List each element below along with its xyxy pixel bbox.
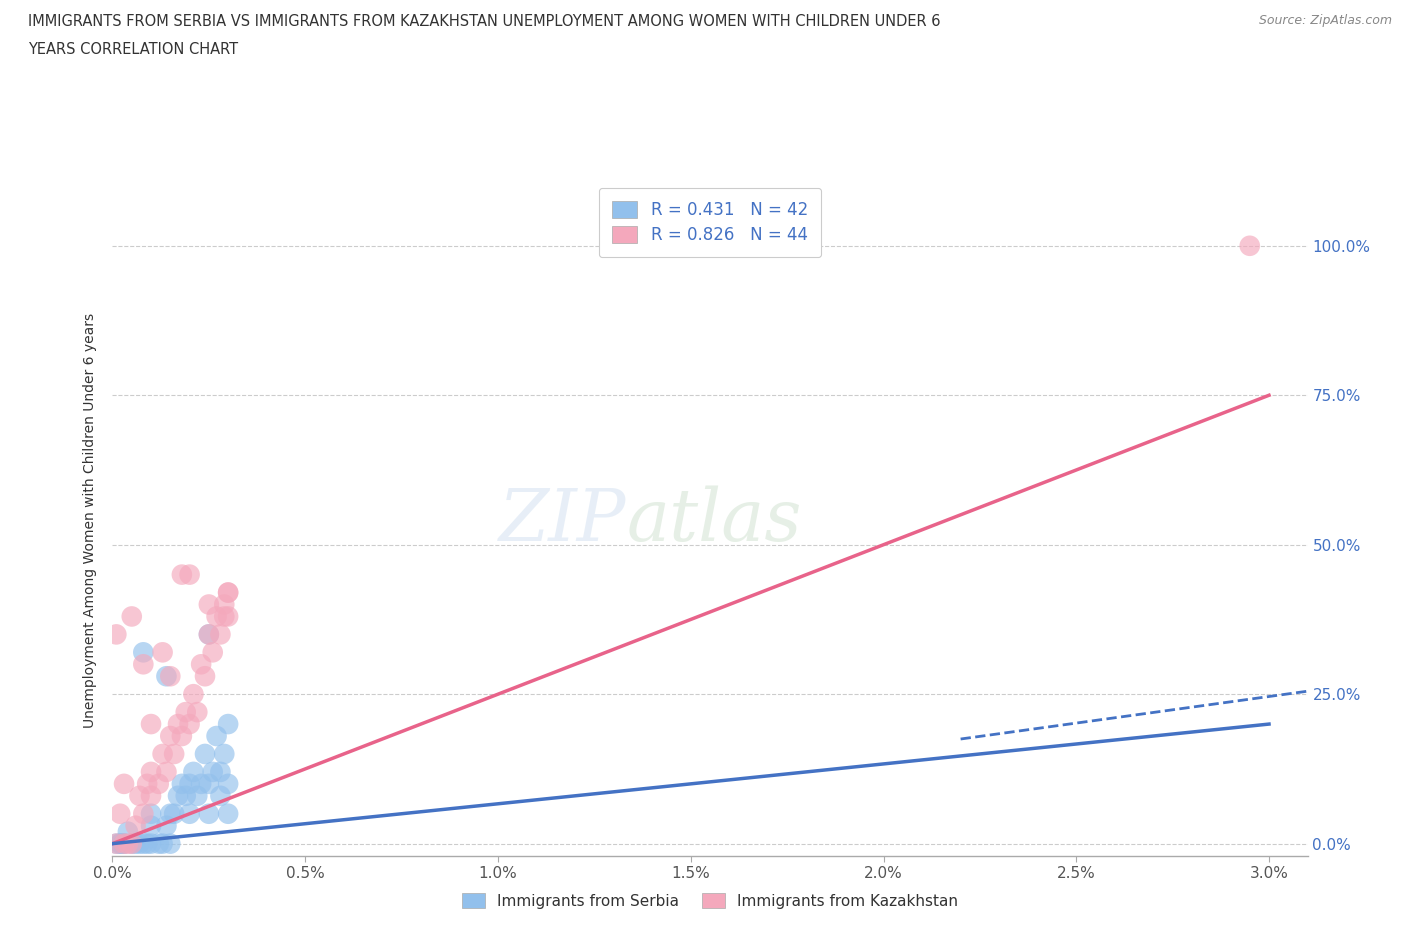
Point (198, 627, 221, 642)
Text: Source: ZipAtlas.com: Source: ZipAtlas.com (1258, 14, 1392, 27)
Point (152, 644, 174, 659)
Point (167, 717, 190, 732)
Text: YEARS CORRELATION CHART: YEARS CORRELATION CHART (28, 42, 238, 57)
Legend: Immigrants from Serbia, Immigrants from Kazakhstan: Immigrants from Serbia, Immigrants from … (456, 886, 965, 915)
Text: IMMIGRANTS FROM SERBIA VS IMMIGRANTS FROM KAZAKHSTAN UNEMPLOYMENT AMONG WOMEN WI: IMMIGRANTS FROM SERBIA VS IMMIGRANTS FRO… (28, 14, 941, 29)
Point (170, 777, 193, 791)
Point (148, 836, 170, 851)
Point (117, 824, 139, 839)
Y-axis label: Unemployment Among Women with Children Under 6 years: Unemployment Among Women with Children U… (83, 313, 97, 728)
Point (148, 777, 170, 791)
Point (155, 669, 177, 684)
Point (159, 669, 181, 684)
Point (155, 818, 177, 833)
Point (170, 567, 193, 582)
Point (112, 836, 135, 851)
Point (124, 836, 146, 851)
Point (217, 609, 239, 624)
Point (121, 836, 143, 851)
Point (139, 789, 162, 804)
Point (132, 836, 155, 851)
Point (198, 627, 221, 642)
Point (201, 764, 224, 779)
Point (186, 789, 208, 804)
Point (201, 644, 224, 659)
Point (190, 777, 212, 791)
Point (198, 777, 221, 791)
Point (209, 627, 232, 642)
Point (105, 836, 128, 851)
Point (105, 836, 128, 851)
Point (163, 747, 186, 762)
Point (136, 836, 159, 851)
Point (198, 597, 221, 612)
Point (194, 669, 217, 684)
Point (152, 836, 174, 851)
Point (217, 806, 239, 821)
Point (205, 609, 228, 624)
Point (179, 567, 201, 582)
Point (186, 705, 208, 720)
Point (139, 717, 162, 732)
Point (217, 777, 239, 791)
Point (174, 789, 197, 804)
Point (217, 585, 239, 600)
Point (108, 806, 131, 821)
Point (183, 686, 205, 701)
Point (132, 657, 155, 671)
Point (179, 806, 201, 821)
Point (121, 836, 143, 851)
Point (205, 728, 228, 743)
Point (170, 728, 193, 743)
Point (209, 764, 232, 779)
Point (214, 609, 236, 624)
Point (117, 836, 139, 851)
Point (121, 609, 143, 624)
Point (167, 789, 190, 804)
Point (139, 818, 162, 833)
Point (183, 764, 205, 779)
Point (159, 806, 181, 821)
Point (190, 657, 212, 671)
Point (174, 705, 197, 720)
Point (132, 806, 155, 821)
Point (209, 789, 232, 804)
Point (159, 728, 181, 743)
Point (217, 717, 239, 732)
Point (128, 836, 150, 851)
Point (139, 836, 162, 851)
Point (217, 585, 239, 600)
Point (1239, 238, 1261, 253)
Point (105, 627, 128, 642)
Point (214, 597, 236, 612)
Point (179, 777, 201, 791)
Point (112, 777, 135, 791)
Point (132, 644, 155, 659)
Point (108, 836, 131, 851)
Point (163, 806, 186, 821)
Point (152, 747, 174, 762)
Point (136, 777, 159, 791)
Point (194, 747, 217, 762)
Point (128, 789, 150, 804)
Point (214, 747, 236, 762)
Point (124, 818, 146, 833)
Point (112, 836, 135, 851)
Point (108, 836, 131, 851)
Point (155, 764, 177, 779)
Point (159, 836, 181, 851)
Text: ZIP: ZIP (499, 485, 626, 556)
Point (179, 717, 201, 732)
Point (198, 806, 221, 821)
Point (112, 836, 135, 851)
Point (139, 764, 162, 779)
Point (139, 806, 162, 821)
Text: atlas: atlas (626, 485, 801, 556)
